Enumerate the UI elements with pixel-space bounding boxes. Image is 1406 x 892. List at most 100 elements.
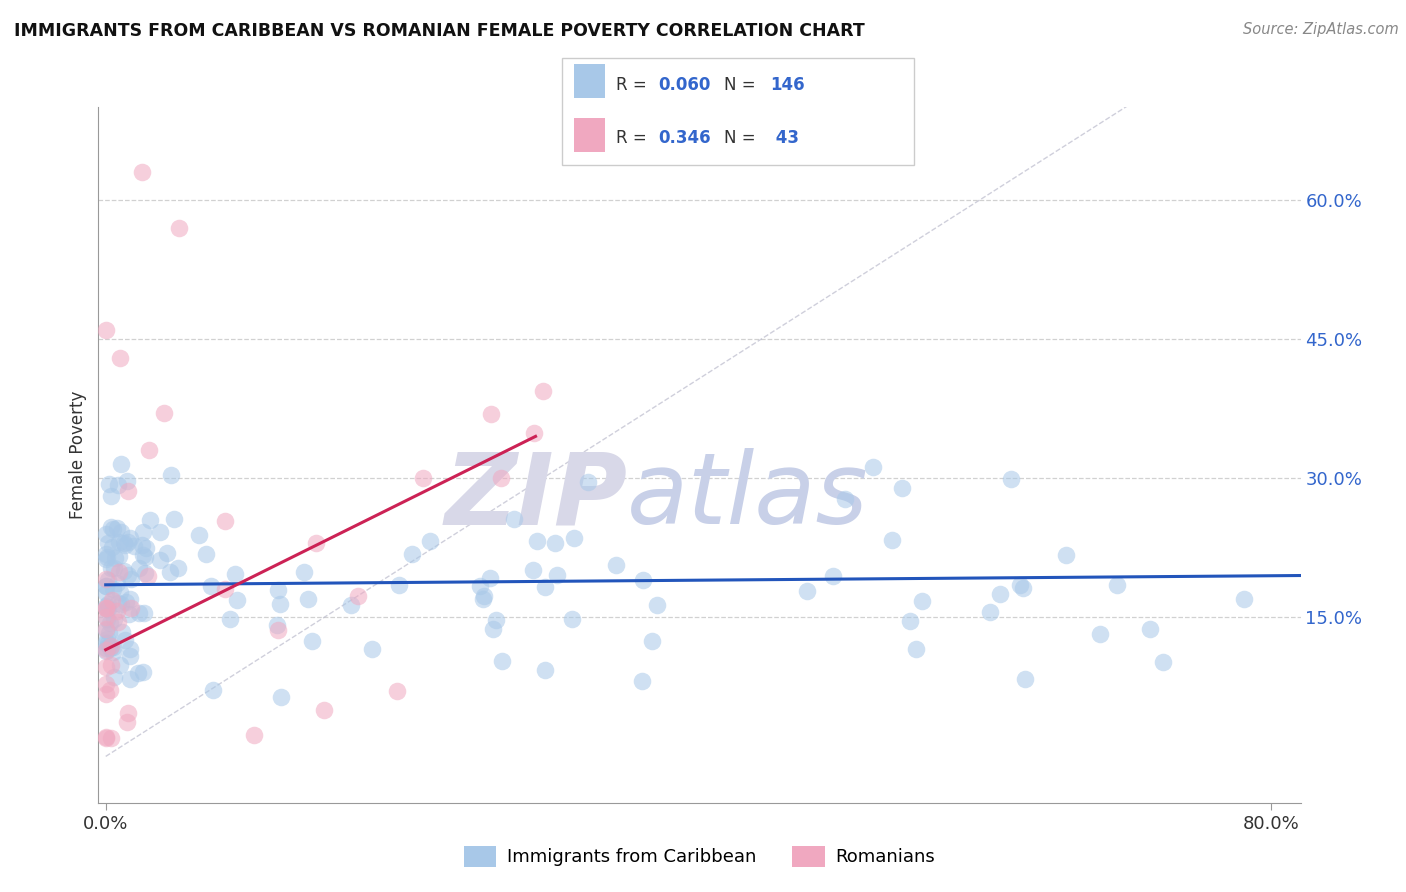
Immigrants from Caribbean — [118, 648, 141, 663]
Immigrants from Caribbean — [96, 597, 118, 611]
Immigrants from Caribbean — [110, 525, 132, 540]
Romanians — [136, 569, 159, 583]
Romanians — [107, 615, 129, 629]
Immigrants from Caribbean — [482, 622, 505, 636]
Immigrants from Caribbean — [219, 612, 242, 626]
Immigrants from Caribbean — [200, 579, 222, 593]
Immigrants from Caribbean — [122, 539, 145, 553]
Romanians — [96, 572, 118, 586]
Immigrants from Caribbean — [94, 579, 117, 593]
Immigrants from Caribbean — [108, 584, 131, 599]
Romanians — [100, 658, 122, 673]
Immigrants from Caribbean — [631, 674, 654, 689]
Romanians — [105, 604, 128, 618]
Immigrants from Caribbean — [112, 564, 135, 578]
Immigrants from Caribbean — [103, 561, 125, 575]
Romanians — [94, 600, 117, 615]
Immigrants from Caribbean — [139, 513, 162, 527]
Romanians — [167, 220, 190, 235]
Immigrants from Caribbean — [388, 578, 411, 592]
Immigrants from Caribbean — [135, 541, 157, 555]
Romanians — [100, 639, 122, 653]
Immigrants from Caribbean — [114, 632, 136, 647]
Romanians — [347, 589, 370, 603]
Immigrants from Caribbean — [301, 634, 323, 648]
Romanians — [522, 425, 544, 440]
Immigrants from Caribbean — [98, 616, 121, 631]
Immigrants from Caribbean — [1014, 672, 1036, 686]
Romanians — [305, 535, 328, 549]
Text: Source: ZipAtlas.com: Source: ZipAtlas.com — [1243, 22, 1399, 37]
Immigrants from Caribbean — [134, 606, 156, 620]
Immigrants from Caribbean — [103, 645, 125, 659]
Immigrants from Caribbean — [110, 625, 132, 640]
Romanians — [94, 610, 117, 624]
Immigrants from Caribbean — [522, 563, 544, 577]
Immigrants from Caribbean — [108, 535, 131, 549]
Romanians — [94, 660, 117, 674]
Immigrants from Caribbean — [97, 602, 120, 616]
Immigrants from Caribbean — [156, 546, 179, 560]
Immigrants from Caribbean — [103, 612, 125, 626]
Immigrants from Caribbean — [891, 481, 914, 495]
Immigrants from Caribbean — [100, 489, 122, 503]
Immigrants from Caribbean — [267, 583, 290, 598]
Immigrants from Caribbean — [105, 521, 128, 535]
Immigrants from Caribbean — [270, 690, 292, 705]
Romanians — [94, 731, 117, 745]
Immigrants from Caribbean — [534, 580, 557, 594]
Romanians — [100, 683, 122, 698]
Immigrants from Caribbean — [128, 606, 150, 620]
Immigrants from Caribbean — [94, 586, 117, 600]
Immigrants from Caribbean — [96, 549, 118, 564]
Immigrants from Caribbean — [110, 457, 132, 471]
Romanians — [100, 731, 122, 745]
Immigrants from Caribbean — [118, 607, 141, 622]
Immigrants from Caribbean — [605, 558, 627, 572]
Romanians — [138, 443, 160, 458]
Immigrants from Caribbean — [134, 566, 156, 581]
Immigrants from Caribbean — [94, 640, 117, 655]
Immigrants from Caribbean — [120, 532, 142, 546]
Immigrants from Caribbean — [862, 460, 884, 475]
Immigrants from Caribbean — [132, 548, 155, 562]
Immigrants from Caribbean — [100, 540, 122, 554]
Immigrants from Caribbean — [94, 526, 117, 541]
Immigrants from Caribbean — [110, 597, 132, 611]
Romanians — [153, 406, 176, 420]
Romanians — [214, 514, 236, 528]
Immigrants from Caribbean — [796, 583, 818, 598]
Text: R =: R = — [616, 76, 652, 94]
Immigrants from Caribbean — [226, 592, 249, 607]
Immigrants from Caribbean — [491, 654, 513, 668]
Immigrants from Caribbean — [911, 593, 934, 607]
Romanians — [117, 483, 139, 498]
Romanians — [214, 582, 236, 596]
Immigrants from Caribbean — [94, 644, 117, 658]
Immigrants from Caribbean — [94, 599, 117, 613]
Immigrants from Caribbean — [94, 635, 117, 649]
Immigrants from Caribbean — [149, 553, 172, 567]
Immigrants from Caribbean — [103, 522, 125, 536]
Text: atlas: atlas — [627, 448, 869, 545]
Text: N =: N = — [724, 129, 761, 147]
Y-axis label: Female Poverty: Female Poverty — [69, 391, 87, 519]
Romanians — [243, 728, 266, 742]
Text: IMMIGRANTS FROM CARIBBEAN VS ROMANIAN FEMALE POVERTY CORRELATION CHART: IMMIGRANTS FROM CARIBBEAN VS ROMANIAN FE… — [14, 22, 865, 40]
Immigrants from Caribbean — [297, 592, 319, 607]
Text: 146: 146 — [770, 76, 806, 94]
Romanians — [489, 471, 512, 485]
Immigrants from Caribbean — [526, 533, 548, 548]
Immigrants from Caribbean — [149, 525, 172, 540]
Immigrants from Caribbean — [194, 547, 217, 561]
Immigrants from Caribbean — [131, 537, 153, 551]
Immigrants from Caribbean — [159, 566, 181, 580]
Immigrants from Caribbean — [94, 579, 117, 593]
Immigrants from Caribbean — [1008, 578, 1031, 592]
Immigrants from Caribbean — [98, 640, 121, 654]
Immigrants from Caribbean — [101, 582, 124, 596]
Immigrants from Caribbean — [576, 475, 599, 489]
Immigrants from Caribbean — [115, 595, 138, 609]
Text: R =: R = — [616, 129, 652, 147]
Immigrants from Caribbean — [1012, 581, 1035, 595]
